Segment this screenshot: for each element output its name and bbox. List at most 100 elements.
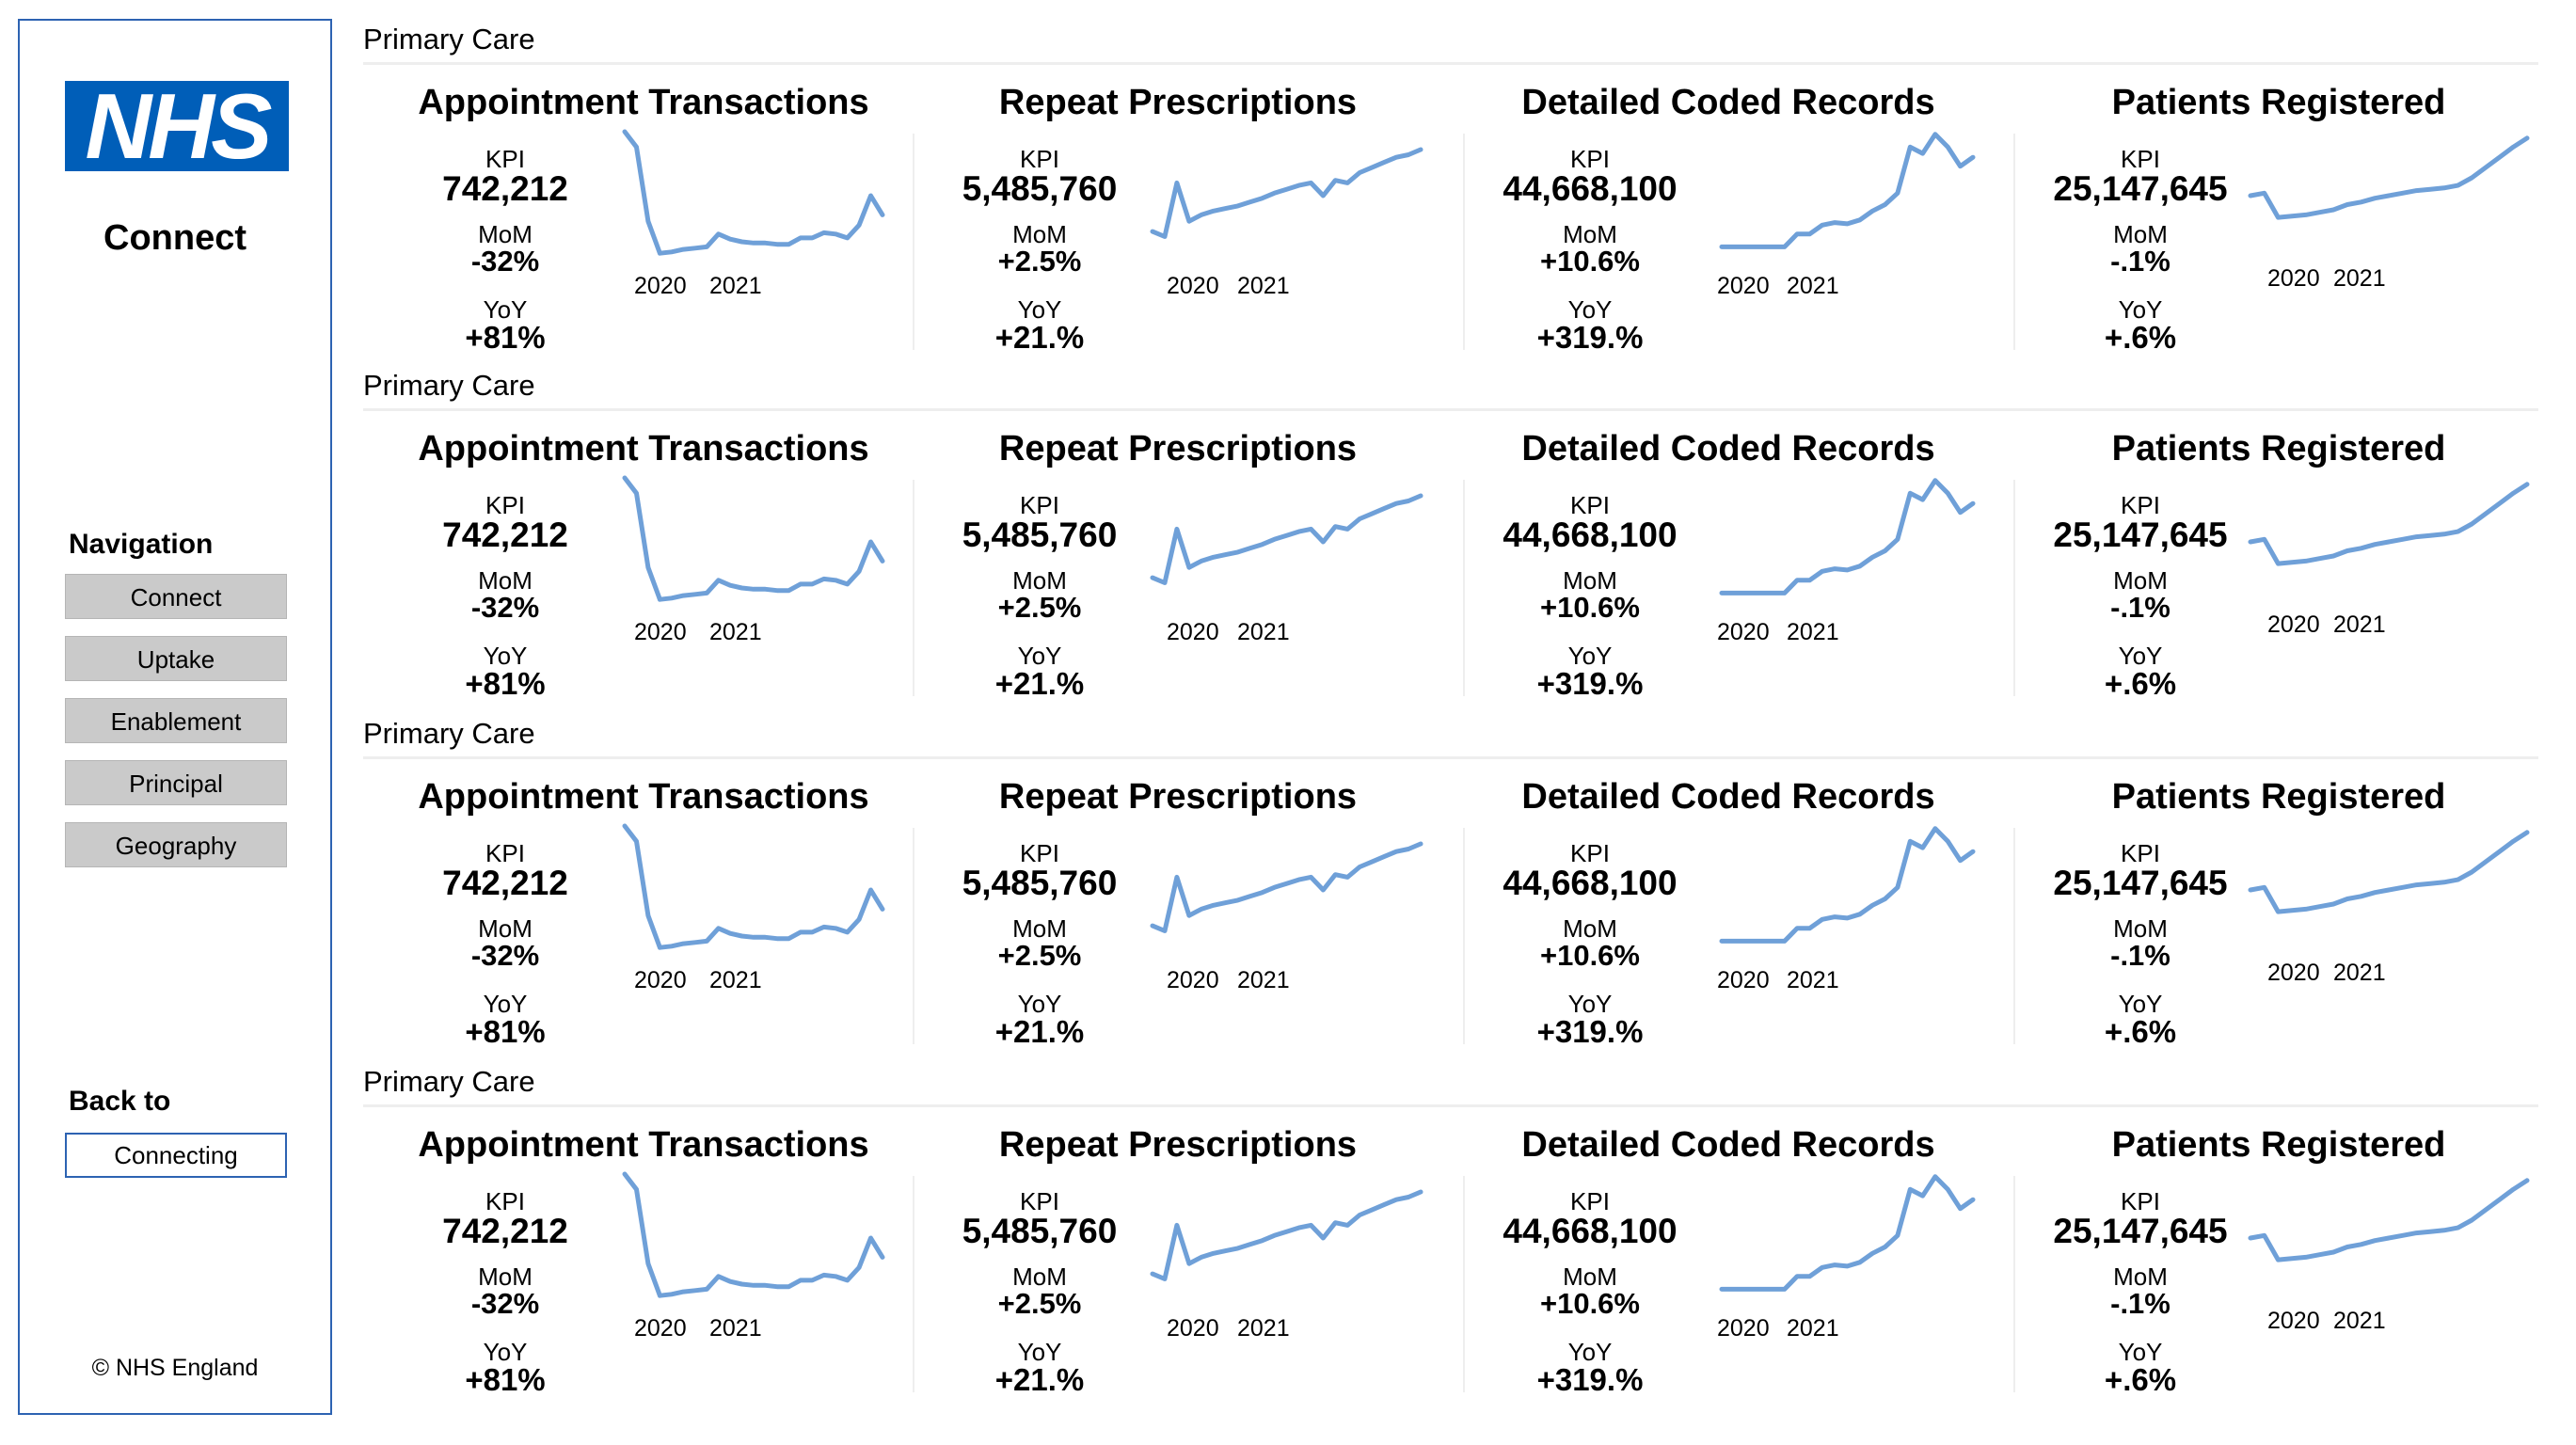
yoy-value: +.6% xyxy=(2104,320,2177,355)
yoy-value: +21.% xyxy=(994,1362,1085,1397)
yoy-value: +319.% xyxy=(1536,666,1644,701)
sparkline-series xyxy=(1150,147,1423,239)
yoy-label: YoY xyxy=(2118,642,2163,670)
mom-label: MoM xyxy=(1563,1262,1617,1291)
kpi-value: 742,212 xyxy=(442,516,568,554)
kpi-value: 742,212 xyxy=(442,864,568,902)
card-title: Appointment Transactions xyxy=(418,1125,869,1165)
yoy-label: YoY xyxy=(2118,990,2163,1018)
kpi-label: KPI xyxy=(2121,1187,2160,1215)
section-header: Primary Care xyxy=(363,367,2538,411)
sparkline-chart: 2020 2021 xyxy=(2248,135,2530,292)
mom-label: MoM xyxy=(2113,220,2168,248)
nav-button-uptake[interactable]: Uptake xyxy=(65,636,287,681)
sparkline-series xyxy=(1150,841,1423,933)
card-title: Repeat Prescriptions xyxy=(998,83,1358,122)
x-tick-label: 2021 xyxy=(1237,967,1290,993)
x-tick-label: 2020 xyxy=(1717,1315,1770,1342)
kpi-card-detailed-coded-records[interactable]: Detailed Coded Records KPI 44,668,100 Mo… xyxy=(1454,429,2003,711)
sparkline-series xyxy=(1150,493,1423,585)
kpi-value: 25,147,645 xyxy=(2053,516,2228,554)
mom-value: -.1% xyxy=(2110,1287,2171,1320)
sparkline-chart: 2020 2021 xyxy=(1717,478,1976,645)
kpi-card-detailed-coded-records[interactable]: Detailed Coded Records KPI 44,668,100 Mo… xyxy=(1454,1125,2003,1407)
kpi-card-detailed-coded-records[interactable]: Detailed Coded Records KPI 44,668,100 Mo… xyxy=(1454,777,2003,1059)
yoy-label: YoY xyxy=(1017,1338,1062,1366)
kpi-label: KPI xyxy=(1020,1187,1059,1215)
kpi-card-appointment-transactions[interactable]: Appointment Transactions KPI 742,212 MoM… xyxy=(369,83,918,365)
sparkline-series xyxy=(2248,135,2530,220)
card-title: Detailed Coded Records xyxy=(1521,777,1935,817)
sparkline-series xyxy=(2248,482,2530,566)
kpi-card-repeat-prescriptions[interactable]: Repeat Prescriptions KPI 5,485,760 MoM +… xyxy=(903,83,1453,365)
x-tick-label: 2021 xyxy=(1237,1315,1290,1342)
yoy-label: YoY xyxy=(2118,1338,2163,1366)
kpi-card-patients-registered[interactable]: Patients Registered KPI 25,147,645 MoM -… xyxy=(2004,83,2553,365)
yoy-value: +.6% xyxy=(2104,666,2177,701)
yoy-label: YoY xyxy=(1017,990,1062,1018)
sparkline-chart: 2020 2021 xyxy=(1150,147,1423,299)
mom-label: MoM xyxy=(1012,1262,1067,1291)
nav-button-geography[interactable]: Geography xyxy=(65,822,287,867)
kpi-value: 5,485,760 xyxy=(962,864,1118,902)
yoy-value: +319.% xyxy=(1536,1362,1644,1397)
kpi-card-patients-registered[interactable]: Patients Registered KPI 25,147,645 MoM -… xyxy=(2004,429,2553,711)
kpi-card-appointment-transactions[interactable]: Appointment Transactions KPI 742,212 MoM… xyxy=(369,429,918,711)
sparkline-series xyxy=(1719,1174,1976,1292)
kpi-card-appointment-transactions[interactable]: Appointment Transactions KPI 742,212 MoM… xyxy=(369,1125,918,1407)
mom-label: MoM xyxy=(1563,914,1617,943)
mom-value: -.1% xyxy=(2110,245,2171,278)
x-tick-label: 2021 xyxy=(709,619,762,645)
section-header: Primary Care xyxy=(363,21,2538,65)
kpi-value: 5,485,760 xyxy=(962,1212,1118,1250)
card-title: Appointment Transactions xyxy=(418,429,869,468)
yoy-label: YoY xyxy=(1567,1338,1613,1366)
yoy-label: YoY xyxy=(1567,990,1613,1018)
mom-value: +2.5% xyxy=(997,939,1082,972)
kpi-card-repeat-prescriptions[interactable]: Repeat Prescriptions KPI 5,485,760 MoM +… xyxy=(903,777,1453,1059)
card-divider xyxy=(913,134,914,350)
kpi-label: KPI xyxy=(485,839,525,867)
x-tick-label: 2021 xyxy=(1237,619,1290,645)
sparkline-series xyxy=(1150,1189,1423,1281)
kpi-label: KPI xyxy=(485,145,525,173)
kpi-card-patients-registered[interactable]: Patients Registered KPI 25,147,645 MoM -… xyxy=(2004,1125,2553,1407)
yoy-label: YoY xyxy=(1567,295,1613,324)
mom-value: +10.6% xyxy=(1539,939,1640,972)
card-divider xyxy=(913,828,914,1044)
mom-value: -32% xyxy=(470,245,540,278)
x-tick-label: 2020 xyxy=(1167,967,1219,993)
sparkline-chart: 2020 2021 xyxy=(622,1171,885,1342)
nav-button-principal[interactable]: Principal xyxy=(65,760,287,805)
kpi-card-repeat-prescriptions[interactable]: Repeat Prescriptions KPI 5,485,760 MoM +… xyxy=(903,429,1453,711)
x-tick-label: 2021 xyxy=(2333,1308,2386,1334)
kpi-label: KPI xyxy=(485,1187,525,1215)
x-tick-label: 2021 xyxy=(1787,619,1839,645)
nav-button-connect[interactable]: Connect xyxy=(65,574,287,619)
kpi-label: KPI xyxy=(1570,491,1610,519)
kpi-card-patients-registered[interactable]: Patients Registered KPI 25,147,645 MoM -… xyxy=(2004,777,2553,1059)
nav-button-enablement[interactable]: Enablement xyxy=(65,698,287,743)
x-tick-label: 2021 xyxy=(1787,967,1839,993)
mom-label: MoM xyxy=(1012,566,1067,595)
yoy-label: YoY xyxy=(483,642,528,670)
sparkline-chart: 2020 2021 xyxy=(622,475,885,645)
kpi-card-repeat-prescriptions[interactable]: Repeat Prescriptions KPI 5,485,760 MoM +… xyxy=(903,1125,1453,1407)
kpi-card-detailed-coded-records[interactable]: Detailed Coded Records KPI 44,668,100 Mo… xyxy=(1454,83,2003,365)
x-tick-label: 2020 xyxy=(1717,967,1770,993)
x-tick-label: 2021 xyxy=(2333,265,2386,292)
x-tick-label: 2020 xyxy=(2267,611,2320,638)
mom-value: +10.6% xyxy=(1539,1287,1640,1320)
mom-label: MoM xyxy=(478,1262,533,1291)
card-title: Appointment Transactions xyxy=(418,777,869,817)
sparkline-chart: 2020 2021 xyxy=(1717,826,1976,993)
back-to-connecting-button[interactable]: Connecting xyxy=(65,1133,287,1178)
x-tick-label: 2020 xyxy=(634,273,687,299)
x-tick-label: 2020 xyxy=(1167,273,1219,299)
card-divider xyxy=(2013,134,2015,350)
kpi-card-appointment-transactions[interactable]: Appointment Transactions KPI 742,212 MoM… xyxy=(369,777,918,1059)
card-divider xyxy=(2013,1176,2015,1392)
card-divider xyxy=(1463,1176,1465,1392)
sparkline-series xyxy=(622,129,885,256)
